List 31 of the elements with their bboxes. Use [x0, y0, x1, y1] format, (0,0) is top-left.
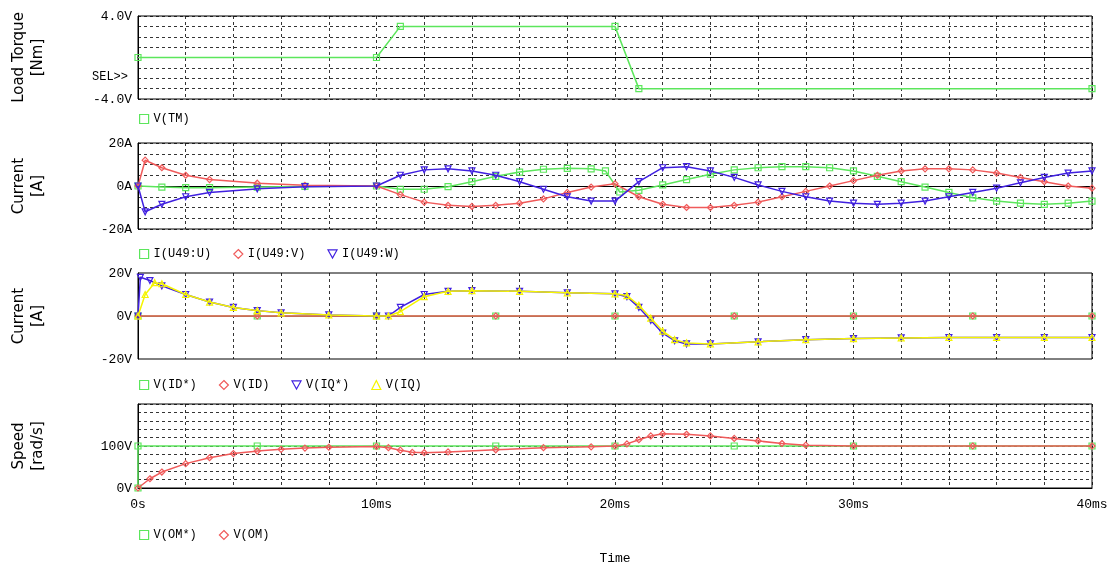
text: SEL>> [91, 69, 129, 84]
y-axis-title: Current [A] [8, 287, 46, 345]
x-tick-label: 10ms [360, 497, 393, 512]
legend-label: V(TM) [153, 112, 190, 126]
x-tick-label: 40ms [1076, 497, 1108, 512]
y-tick-label: -20V [100, 351, 133, 367]
y-axis-title: Current [A] [8, 157, 46, 215]
legend-label: I(U49:V) [247, 247, 306, 261]
y-axis-title: Load Torque [Nm] [8, 12, 46, 103]
legend-label: I(U49:U) [153, 247, 212, 261]
x-tick-label: 20ms [599, 497, 631, 512]
x-axis-title: Time [599, 551, 631, 566]
y-axis-title: Speed [rad/s] [8, 421, 46, 471]
y-tick-label: -20A [100, 221, 133, 237]
y-tick-label: -4.0V [92, 91, 133, 107]
legend-label: V(IQ) [385, 378, 422, 392]
x-tick-label: 0s [130, 497, 146, 512]
y-tick-label: 0A [116, 178, 133, 194]
legend-label: V(IQ*) [306, 378, 350, 392]
y-tick-label: 4.0V [100, 8, 133, 24]
legend-label: V(OM*) [153, 528, 197, 542]
y-tick-label: 20V [108, 265, 133, 281]
legend-label: I(U49:W) [342, 247, 400, 261]
y-tick-label: 0V [116, 480, 133, 496]
y-tick-label: 0V [116, 308, 133, 324]
y-tick-label: 100V [100, 438, 133, 454]
legend-label: V(ID) [233, 378, 270, 392]
x-tick-label: 30ms [837, 497, 870, 512]
legend-label: V(OM) [233, 528, 270, 542]
y-tick-label: 20A [108, 135, 133, 151]
legend-label: V(ID*) [153, 378, 197, 392]
